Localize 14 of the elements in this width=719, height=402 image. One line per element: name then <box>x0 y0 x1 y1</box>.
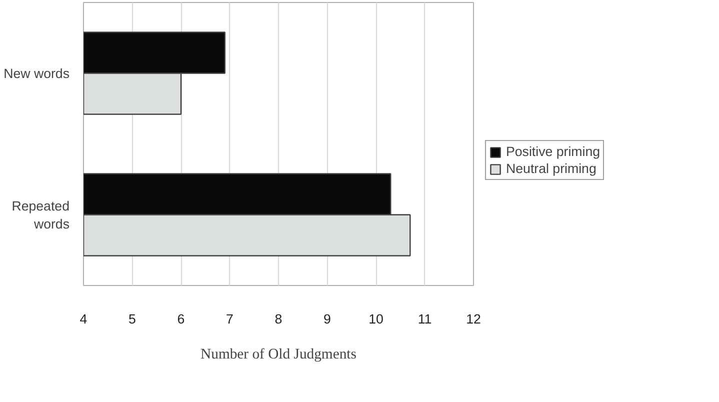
x-tick-label: 5 <box>128 312 136 326</box>
x-axis-title: Number of Old Judgments <box>200 346 357 362</box>
x-tick-label: 9 <box>324 312 331 326</box>
legend-label: Neutral priming <box>506 161 596 176</box>
x-tick-label: 11 <box>418 312 432 326</box>
x-tick-label: 4 <box>80 312 88 326</box>
x-tick-label: 7 <box>226 312 234 326</box>
x-tick-label: 12 <box>466 312 481 326</box>
x-tick-label: 8 <box>274 312 282 326</box>
x-tick-label: 10 <box>368 312 384 326</box>
y-tick-label: Repeated words <box>12 198 70 232</box>
legend-label: Positive priming <box>506 144 600 159</box>
y-tick-label: New words <box>4 66 70 81</box>
x-tick-label: 6 <box>177 312 185 326</box>
